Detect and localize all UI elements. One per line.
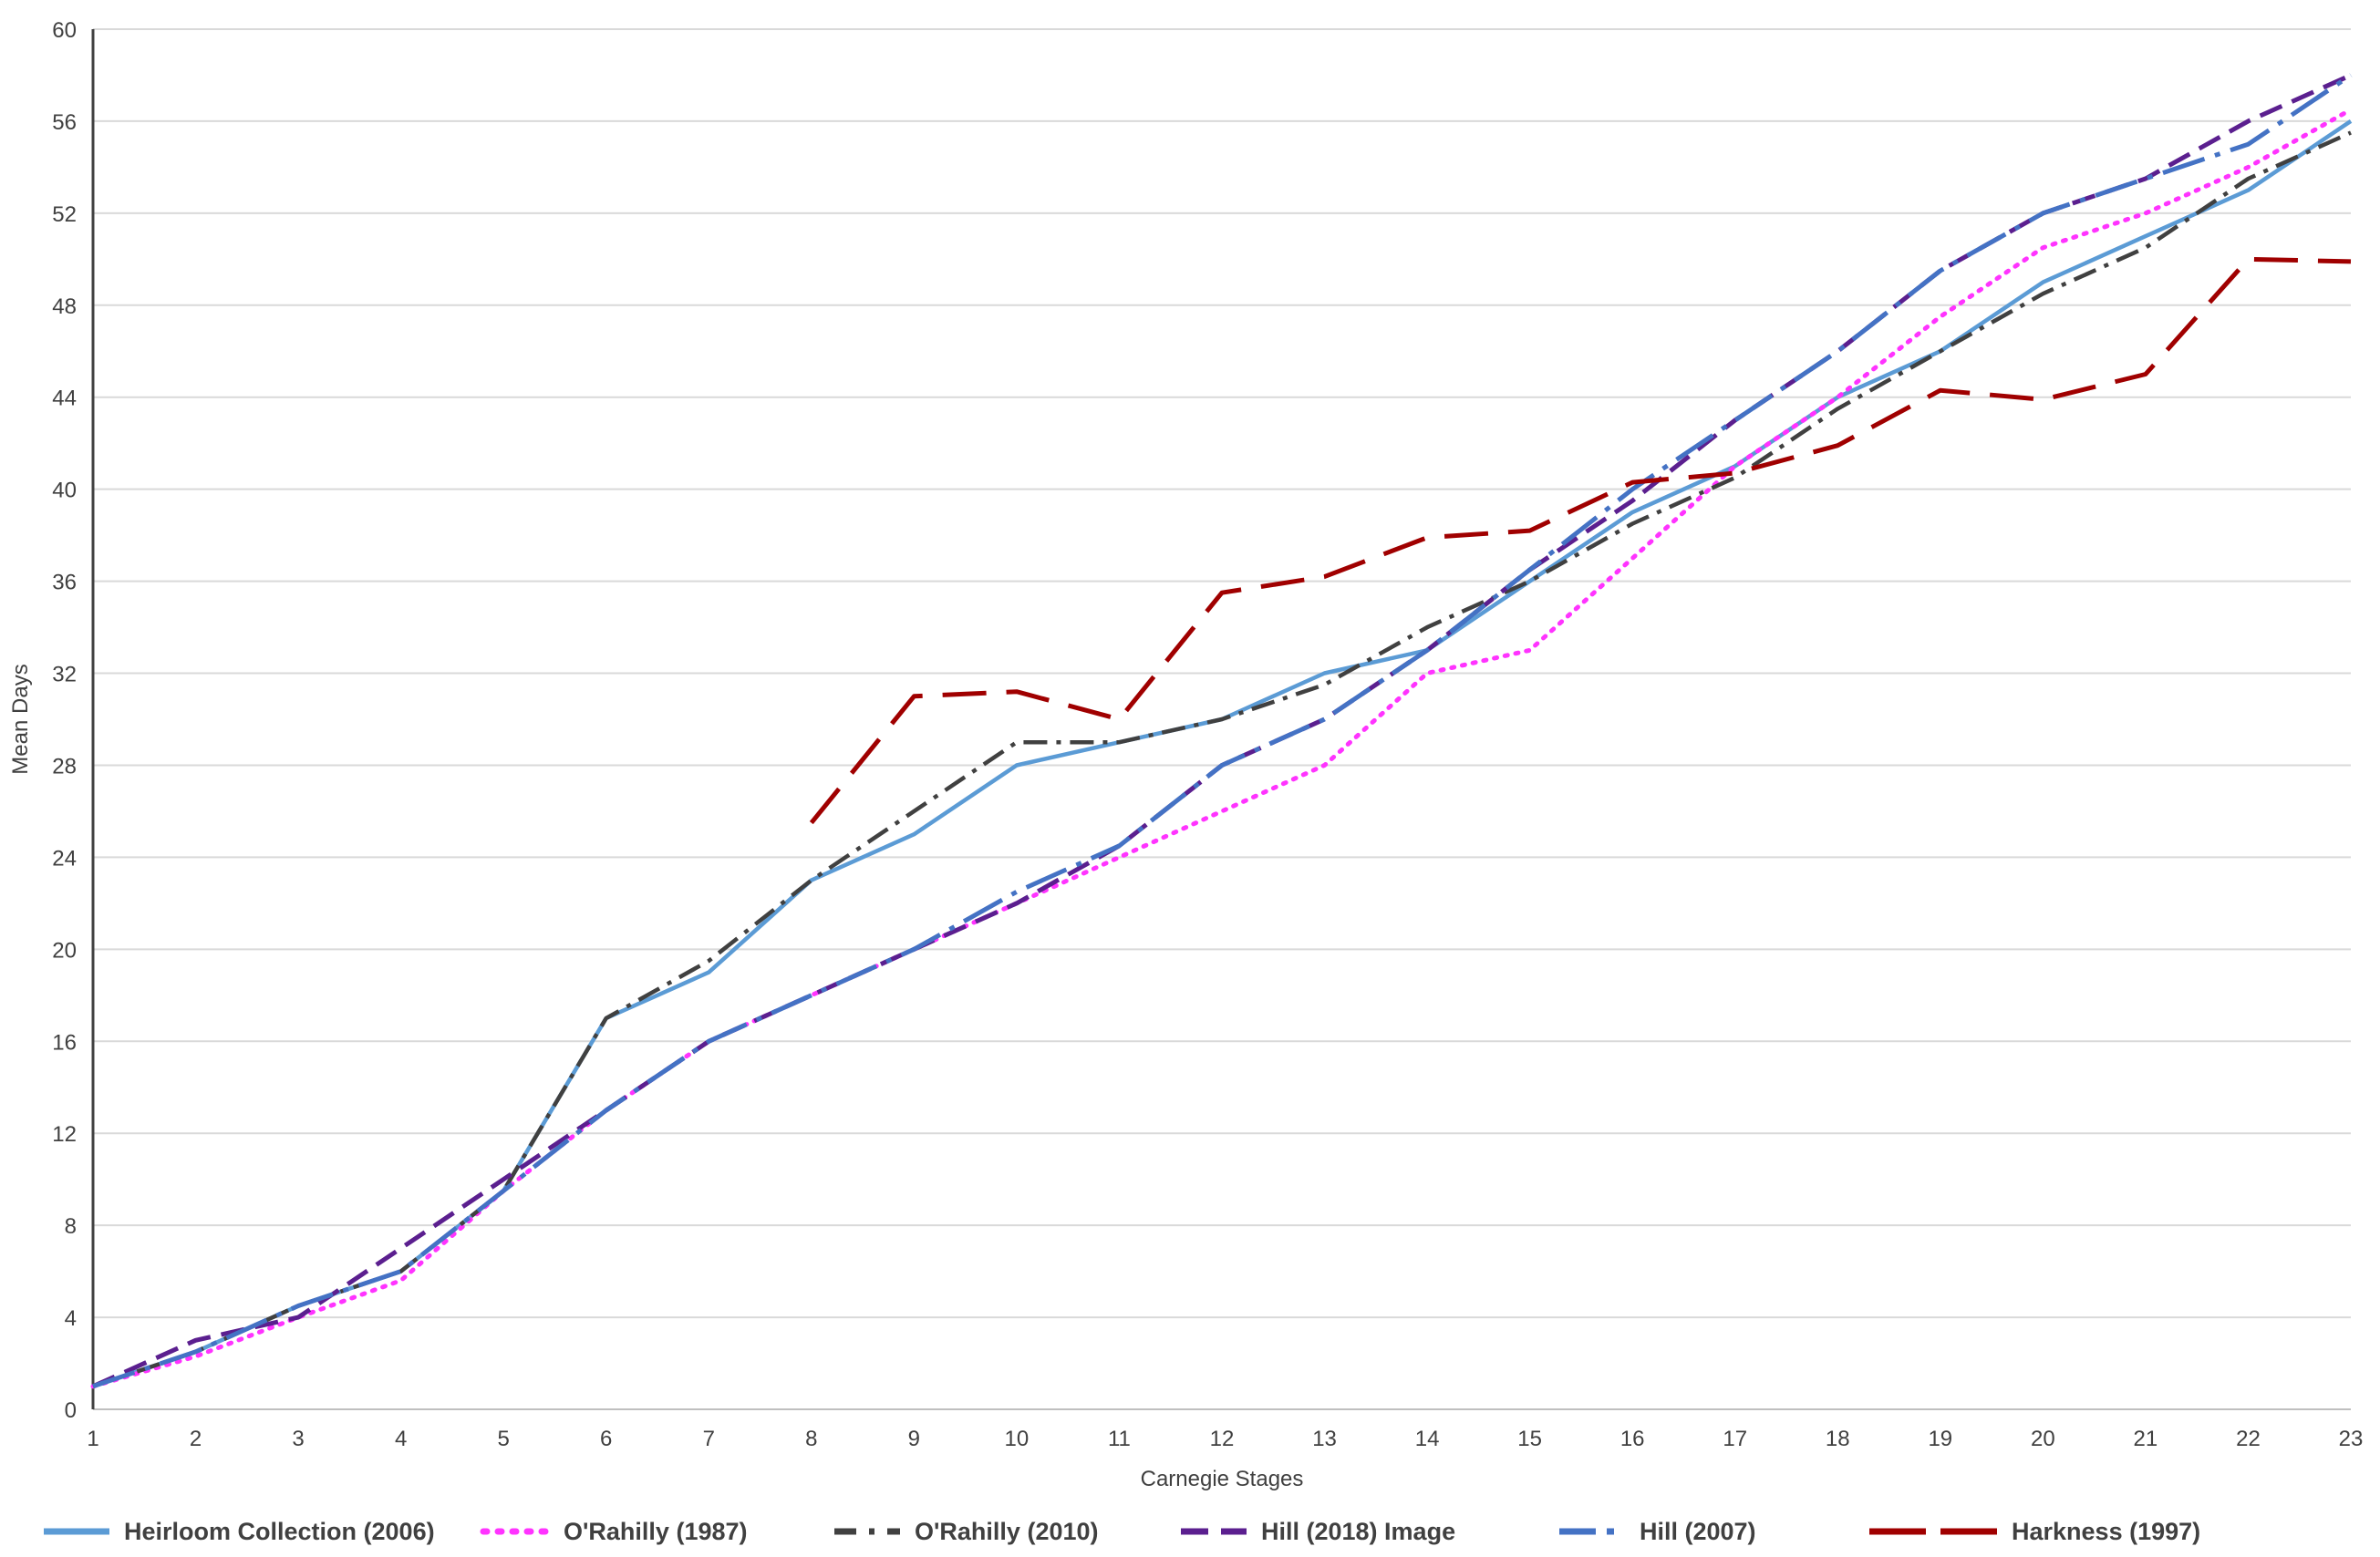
x-tick-label: 12 [1210,1427,1235,1451]
x-tick-label: 18 [1826,1427,1850,1451]
x-tick-label: 22 [2236,1427,2261,1451]
legend-label-2: O'Rahilly (2010) [915,1518,1099,1545]
series-line-1 [90,107,2354,1389]
series-line-4 [92,73,2353,1389]
x-tick-label: 4 [395,1427,407,1451]
y-tick-label: 16 [52,1030,77,1055]
grid-lines [93,28,2351,1319]
y-tick-label: 36 [52,571,77,595]
x-tick-label: 11 [1108,1427,1131,1451]
x-tick-label: 23 [2339,1427,2364,1451]
y-axis-title: Mean Days [8,664,33,774]
x-tick-label: 21 [2134,1427,2158,1451]
x-tick-label: 6 [600,1427,612,1451]
legend-label-0: Heirloom Collection (2006) [124,1518,435,1545]
y-tick-label: 12 [52,1122,77,1147]
y-tick-label: 44 [52,387,77,411]
y-tick-label: 24 [52,846,77,871]
series-line-5 [809,256,2352,825]
x-tick-label: 9 [908,1427,920,1451]
x-tick-label: 13 [1312,1427,1337,1451]
y-tick-label: 60 [52,18,77,43]
legend-label-5: Harkness (1997) [2012,1518,2200,1545]
series-line-3 [91,73,2353,1389]
x-tick-label: 1 [87,1427,98,1451]
x-tick-label: 16 [1620,1427,1645,1451]
y-tick-label: 0 [65,1398,77,1423]
y-tick-label: 56 [52,110,77,135]
x-tick-label: 15 [1517,1427,1542,1451]
y-tick-label: 8 [65,1214,77,1239]
y-tick-label: 32 [52,663,77,687]
y-tick-label: 52 [52,202,77,227]
y-tick-label: 20 [52,938,77,963]
x-axis-title: Carnegie Stages [1141,1467,1304,1491]
x-tick-label: 7 [703,1427,715,1451]
x-tick-label: 17 [1723,1427,1747,1451]
x-tick-label: 19 [1928,1427,1952,1451]
x-tick-label: 20 [2031,1427,2055,1451]
series-lines [90,73,2354,1389]
x-tick-label: 8 [805,1427,817,1451]
y-tick-label: 40 [52,479,77,503]
x-tick-label: 5 [498,1427,510,1451]
legend-label-3: Hill (2018) Image [1261,1518,1455,1545]
x-tick-label: 10 [1005,1427,1030,1451]
legend: Heirloom Collection (2006) O'Rahilly (198… [44,1518,2200,1545]
series-line-2 [92,130,2352,1388]
y-tick-label: 28 [52,754,77,778]
legend-label-4: Hill (2007) [1640,1518,1756,1545]
y-tick-label: 48 [52,294,77,319]
x-tick-label: 2 [190,1427,202,1451]
axes [91,29,2351,1410]
x-tick-label: 14 [1415,1427,1440,1451]
legend-label-1: O'Rahilly (1987) [564,1518,748,1545]
y-tick-label: 4 [65,1306,77,1331]
x-tick-labels: 1 2 3 4 5 6 7 8 9 10 11 12 13 14 15 16 17 18 19 20 21 22 23 [87,1427,2363,1451]
x-tick-label: 3 [292,1427,304,1451]
